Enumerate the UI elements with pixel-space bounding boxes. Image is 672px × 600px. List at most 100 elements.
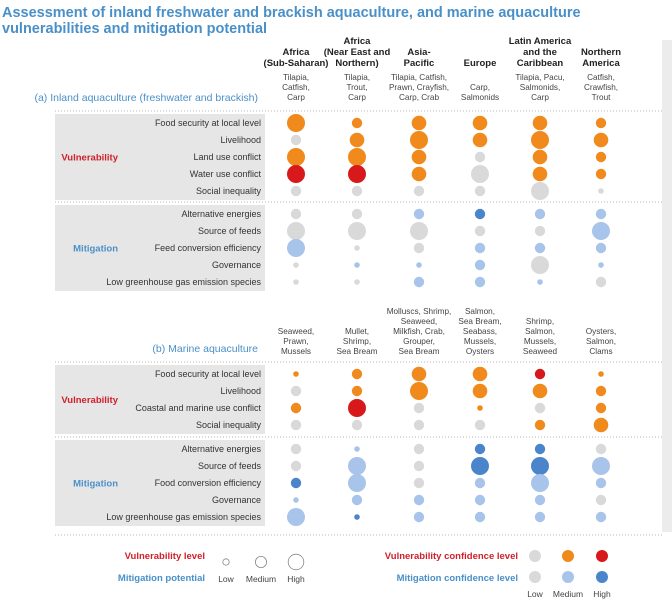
rating-dot [471, 457, 489, 475]
row-label: Food security at local level [155, 118, 261, 128]
rating-dot [413, 460, 425, 472]
page-shadow-strip [662, 40, 672, 532]
rating-dot [531, 256, 549, 274]
species-line: Mussels, [524, 337, 556, 346]
background-layer [55, 40, 672, 536]
legend-mit-potential-label: Mitigation potential [118, 573, 205, 584]
legend-size-circle [222, 558, 230, 566]
rating-dot [474, 208, 486, 220]
region-header-line: (Sub-Saharan) [264, 58, 329, 69]
content-layer: Africa(Sub-Saharan)Africa(Near East andN… [34, 36, 621, 599]
legend-vul-conf-dot [562, 550, 574, 562]
rating-dot [410, 382, 428, 400]
row-label: Food conversion efficiency [155, 478, 262, 488]
rating-dot [531, 457, 549, 475]
rating-dot [413, 494, 425, 506]
rating-dot [348, 399, 366, 417]
species-line: Salmonids, [520, 83, 561, 92]
rating-dot [474, 511, 486, 523]
rating-dot [598, 262, 604, 268]
species-line: Shrimp, [526, 317, 554, 326]
rating-dot [354, 262, 360, 268]
species-line: Shrimp, [343, 337, 371, 346]
section-label: (a) Inland aquaculture (freshwater and b… [34, 92, 258, 104]
species-line: Grouper, [403, 337, 435, 346]
region-header-line: Northern) [335, 58, 378, 69]
rating-dot [477, 405, 483, 411]
rating-dot [532, 166, 548, 182]
species-line: Salmonids [461, 93, 499, 102]
species-line: Tilapia, [283, 73, 309, 82]
legend-size-circle [287, 553, 305, 571]
rating-dot [593, 417, 609, 433]
row-label: Feed conversion efficiency [155, 243, 262, 253]
group-panel [55, 365, 265, 434]
species-line: Oysters [466, 347, 494, 356]
species-line: Tilapia, Pacu, [515, 73, 564, 82]
legend-size-label: Medium [246, 574, 276, 584]
rating-dot [532, 383, 548, 399]
legend-mit-conf-dot [529, 571, 541, 583]
rating-dot [595, 276, 607, 288]
rating-dot [474, 419, 486, 431]
rating-dot [351, 368, 363, 380]
rating-dot [534, 368, 546, 380]
rating-dot [474, 477, 486, 489]
rating-dot [474, 225, 486, 237]
rating-dot [595, 208, 607, 220]
rating-dot [413, 443, 425, 455]
legend-mit-conf-dot [562, 571, 574, 583]
rating-dot [472, 132, 488, 148]
species-line: Milkfish, Crab, [393, 327, 445, 336]
species-line: Seabass, [463, 327, 497, 336]
row-label: Livelihood [220, 135, 261, 145]
group-panel [55, 205, 265, 291]
row-label: Coastal and marine use conflict [135, 403, 261, 413]
rating-dot [413, 477, 425, 489]
row-label: Land use conflict [193, 152, 261, 162]
rating-dot [534, 402, 546, 414]
rating-dot [354, 279, 360, 285]
row-label: Governance [212, 495, 261, 505]
row-label: Livelihood [220, 386, 261, 396]
rating-dot [351, 117, 363, 129]
rating-dot [595, 242, 607, 254]
rating-dot [411, 115, 427, 131]
region-header-line: Africa [344, 36, 372, 47]
rating-dot [287, 148, 305, 166]
species-line: Carp, Crab [399, 93, 439, 102]
group-label: Vulnerability [61, 153, 118, 164]
legend-conf-label: Low [527, 589, 543, 599]
rating-dot [595, 511, 607, 523]
rating-dot [351, 385, 363, 397]
row-label: Governance [212, 260, 261, 270]
group-label: Mitigation [73, 244, 118, 255]
group-label: Vulnerability [61, 395, 118, 406]
legend-conf-label: Medium [553, 589, 583, 599]
species-line: Clams [589, 347, 612, 356]
rating-dot [413, 402, 425, 414]
rating-dot [290, 443, 302, 455]
species-line: Prawn, [283, 337, 308, 346]
species-line: Trout [592, 93, 612, 102]
rating-dot [595, 402, 607, 414]
rating-dot [354, 446, 360, 452]
rating-dot [293, 262, 299, 268]
species-line: Carp [348, 93, 366, 102]
rating-dot [413, 419, 425, 431]
species-line: Salmon, [465, 307, 495, 316]
rating-dot [293, 279, 299, 285]
rating-dot [411, 166, 427, 182]
rating-dot [534, 242, 546, 254]
legend-size-label: High [287, 574, 305, 584]
rating-dot [290, 419, 302, 431]
rating-dot [290, 477, 302, 489]
rating-dot [354, 245, 360, 251]
section-label: (b) Marine aquaculture [152, 343, 258, 355]
rating-dot [413, 185, 425, 197]
region-header-line: Latin America [509, 36, 572, 47]
species-line: Carp [531, 93, 549, 102]
rating-dot [348, 165, 366, 183]
species-line: Catfish, [587, 73, 615, 82]
legend-conf-label: High [593, 589, 611, 599]
